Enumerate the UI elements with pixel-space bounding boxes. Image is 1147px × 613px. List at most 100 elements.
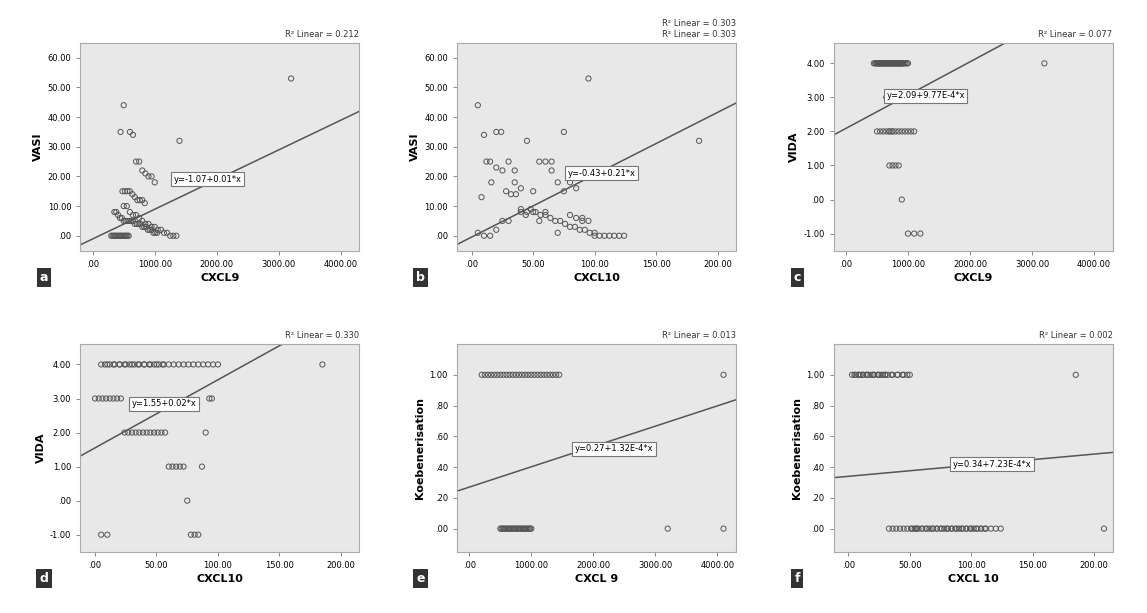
Point <box>123 360 141 370</box>
Point <box>871 58 889 68</box>
Point <box>156 428 174 438</box>
Point <box>883 370 902 379</box>
Point <box>101 394 119 403</box>
Point <box>118 231 136 241</box>
Point <box>877 126 896 136</box>
Point <box>574 213 592 223</box>
Point <box>957 524 975 533</box>
Point <box>968 524 986 533</box>
Point <box>139 219 157 229</box>
Point <box>879 58 897 68</box>
Point <box>561 177 579 187</box>
Point <box>104 231 123 241</box>
Point <box>871 58 889 68</box>
Point <box>615 231 633 241</box>
Point <box>531 210 549 220</box>
Point <box>509 370 528 379</box>
Point <box>97 394 116 403</box>
Point <box>481 157 499 167</box>
Point <box>529 370 547 379</box>
Point <box>892 126 911 136</box>
Point <box>567 183 585 193</box>
Point <box>522 524 540 533</box>
Point <box>131 196 149 205</box>
Point <box>512 183 530 193</box>
Point <box>902 524 920 533</box>
Point <box>517 524 536 533</box>
Point <box>155 360 173 370</box>
Point <box>141 225 159 235</box>
Point <box>1094 524 1113 533</box>
Point <box>918 524 936 533</box>
Point <box>135 360 154 370</box>
Point <box>880 126 898 136</box>
Point <box>170 136 188 146</box>
Point <box>887 524 905 533</box>
Point <box>146 228 164 238</box>
Point <box>991 524 1009 533</box>
Point <box>513 370 531 379</box>
Point <box>104 394 123 403</box>
Point <box>520 370 538 379</box>
Point <box>108 394 126 403</box>
Point <box>865 58 883 68</box>
Point <box>122 216 140 226</box>
Point <box>198 360 217 370</box>
Point <box>201 394 219 403</box>
Point <box>892 194 911 204</box>
Point <box>894 370 912 379</box>
Point <box>896 58 914 68</box>
Point <box>108 231 126 241</box>
Point <box>546 216 564 226</box>
Point <box>525 370 544 379</box>
Point <box>118 201 136 211</box>
Point <box>487 127 506 137</box>
Point <box>513 524 531 533</box>
Point <box>537 210 555 220</box>
Point <box>133 196 151 205</box>
Point <box>501 524 520 533</box>
Point <box>571 225 590 235</box>
Point <box>861 370 880 379</box>
Point <box>868 58 887 68</box>
Point <box>556 219 575 229</box>
Point <box>130 157 148 167</box>
Point <box>136 169 155 178</box>
Y-axis label: VASI: VASI <box>33 132 44 161</box>
Point <box>905 229 923 238</box>
Point <box>112 231 131 241</box>
Point <box>497 186 515 196</box>
Point <box>487 225 506 235</box>
Point <box>986 524 1005 533</box>
Point <box>178 496 196 506</box>
Point <box>903 524 921 533</box>
Point <box>943 524 961 533</box>
Point <box>972 524 990 533</box>
Point <box>111 127 130 137</box>
Point <box>99 360 117 370</box>
Point <box>962 524 981 533</box>
Point <box>911 229 929 238</box>
Point <box>102 231 120 241</box>
Point <box>606 231 624 241</box>
Point <box>512 524 530 533</box>
Point <box>111 394 130 403</box>
Point <box>890 126 908 136</box>
Point <box>171 462 189 471</box>
Point <box>876 58 895 68</box>
Point <box>866 58 884 68</box>
Point <box>880 126 898 136</box>
Point <box>133 222 151 232</box>
Point <box>888 370 906 379</box>
Y-axis label: Koebenerisation: Koebenerisation <box>793 397 802 499</box>
Point <box>473 370 491 379</box>
Point <box>174 360 193 370</box>
Text: y=1.55+0.02*x: y=1.55+0.02*x <box>132 399 197 408</box>
Point <box>127 210 146 220</box>
Point <box>580 228 599 238</box>
Point <box>313 360 331 370</box>
Point <box>547 370 565 379</box>
Point <box>101 360 119 370</box>
Point <box>541 213 560 223</box>
Point <box>133 166 151 175</box>
